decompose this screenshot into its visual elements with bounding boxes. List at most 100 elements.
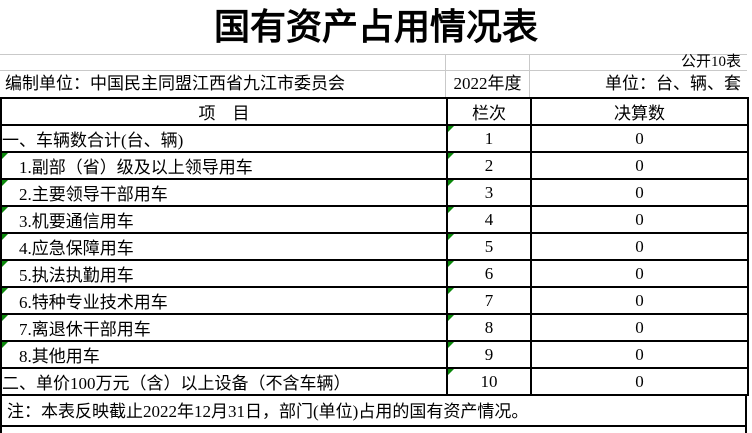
page-title: 国有资产占用情况表 [213,6,538,47]
header-row: 项 目 栏次 决算数 [0,97,749,126]
item-label: 6.特种专业技术用车 [19,293,168,312]
item-label: 一、车辆数合计(台、辆) [2,131,184,150]
item-label: 8.其他用车 [19,347,100,366]
comment-flag-icon [449,262,454,267]
final-amount-cell: 0 [530,313,749,342]
column-no-value: 8 [484,317,494,337]
comment-flag-icon [449,370,454,375]
comment-flag-icon [3,262,8,267]
item-cell: 7.离退休干部用车 [0,313,448,342]
column-no-cell: 4 [446,205,532,234]
comment-flag-icon [449,343,454,348]
column-no-value: 7 [484,290,494,310]
final-amount-cell: 0 [530,340,749,369]
comment-flag-icon [3,154,8,159]
table-row: 5.执法执勤用车 6 0 [0,259,749,288]
column-no-cell: 2 [446,151,532,180]
table-row: 4.应急保障用车 5 0 [0,232,749,261]
item-label: 二、单价100万元（含）以上设备（不含车辆） [2,374,351,393]
comment-flag-icon [449,208,454,213]
final-amount-cell: 0 [530,286,749,315]
column-no-value: 1 [484,128,494,148]
final-amount-value: 0 [635,236,644,256]
item-label: 2.主要领导干部用车 [19,185,168,204]
final-amount-cell: 0 [530,232,749,261]
column-no-cell: 1 [446,124,532,153]
column-no-value: 4 [484,209,494,229]
column-no-cell: 10 [446,367,532,396]
public-table-label: 公开10表 [680,54,741,70]
comment-flag-icon [3,343,8,348]
item-label: 1.副部（省）级及以上领导用车 [19,158,253,177]
comment-flag-icon [3,181,8,186]
fiscal-year-label: 2022年度 [446,71,530,97]
table-row: 8.其他用车 9 0 [0,340,749,369]
column-no-value: 3 [484,182,494,202]
comment-flag-icon [449,127,454,132]
asset-table: 项 目 栏次 决算数 一、车辆数合计(台、辆) 1 0 1.副部（省）级及以上领… [0,97,749,396]
public-label-row: 公开10表 [0,54,747,71]
column-no-cell: 3 [446,178,532,207]
column-no-value: 10 [480,371,498,391]
table-row: 6.特种专业技术用车 7 0 [0,286,749,315]
comment-flag-icon [449,154,454,159]
item-cell: 5.执法执勤用车 [0,259,448,288]
item-label: 5.执法执勤用车 [19,266,134,285]
column-no-cell: 7 [446,286,532,315]
table-row: 2.主要领导干部用车 3 0 [0,178,749,207]
item-cell: 8.其他用车 [0,340,448,369]
item-cell: 4.应急保障用车 [0,232,448,261]
final-amount-value: 0 [635,128,644,148]
comment-flag-icon [3,316,8,321]
final-amount-value: 0 [635,344,644,364]
column-no-value: 2 [484,155,494,175]
column-no-value: 6 [484,263,494,283]
header-column-no: 栏次 [446,97,532,126]
comment-flag-icon [449,235,454,240]
final-amount-value: 0 [635,371,644,391]
table-row: 7.离退休干部用车 8 0 [0,313,749,342]
table-row: 一、车辆数合计(台、辆) 1 0 [0,124,749,153]
final-amount-cell: 0 [530,259,749,288]
final-amount-value: 0 [635,263,644,283]
final-amount-value: 0 [635,209,644,229]
item-cell: 二、单价100万元（含）以上设备（不含车辆） [0,367,448,396]
unit-label: 单位：台、辆、套 [605,74,741,93]
final-amount-value: 0 [635,182,644,202]
column-no-cell: 6 [446,259,532,288]
meta-row: 编制单位：中国民主同盟江西省九江市委员会 2022年度 单位：台、辆、套 [0,71,747,97]
final-amount-cell: 0 [530,151,749,180]
item-cell: 一、车辆数合计(台、辆) [0,124,448,153]
header-item: 项 目 [0,97,448,126]
table-row: 3.机要通信用车 4 0 [0,205,749,234]
column-no-cell: 5 [446,232,532,261]
final-amount-value: 0 [635,290,644,310]
item-label: 3.机要通信用车 [19,212,134,231]
empty-cell [446,55,530,70]
comment-flag-icon [449,316,454,321]
column-no-value: 5 [484,236,494,256]
column-no-cell: 9 [446,340,532,369]
item-label: 7.离退休干部用车 [19,320,151,339]
prepared-by-label: 编制单位：中国民主同盟江西省九江市委员会 [0,71,446,97]
final-amount-cell: 0 [530,205,749,234]
table-row: 1.副部（省）级及以上领导用车 2 0 [0,151,749,180]
item-cell: 1.副部（省）级及以上领导用车 [0,151,448,180]
header-final-amount: 决算数 [530,97,749,126]
final-amount-value: 0 [635,317,644,337]
note-text: 注：本表反映截止2022年12月31日，部门(单位)占用的国有资产情况。 [0,396,747,427]
comment-flag-icon [3,208,8,213]
empty-cell [0,55,446,70]
final-amount-value: 0 [635,155,644,175]
final-amount-cell: 0 [530,124,749,153]
item-cell: 3.机要通信用车 [0,205,448,234]
comment-flag-icon [3,289,8,294]
table-row: 二、单价100万元（含）以上设备（不含车辆） 10 0 [0,367,749,396]
item-label: 4.应急保障用车 [19,239,134,258]
column-no-value: 9 [484,344,494,364]
comment-flag-icon [449,289,454,294]
column-no-cell: 8 [446,313,532,342]
comment-flag-icon [3,235,8,240]
final-amount-cell: 0 [530,178,749,207]
